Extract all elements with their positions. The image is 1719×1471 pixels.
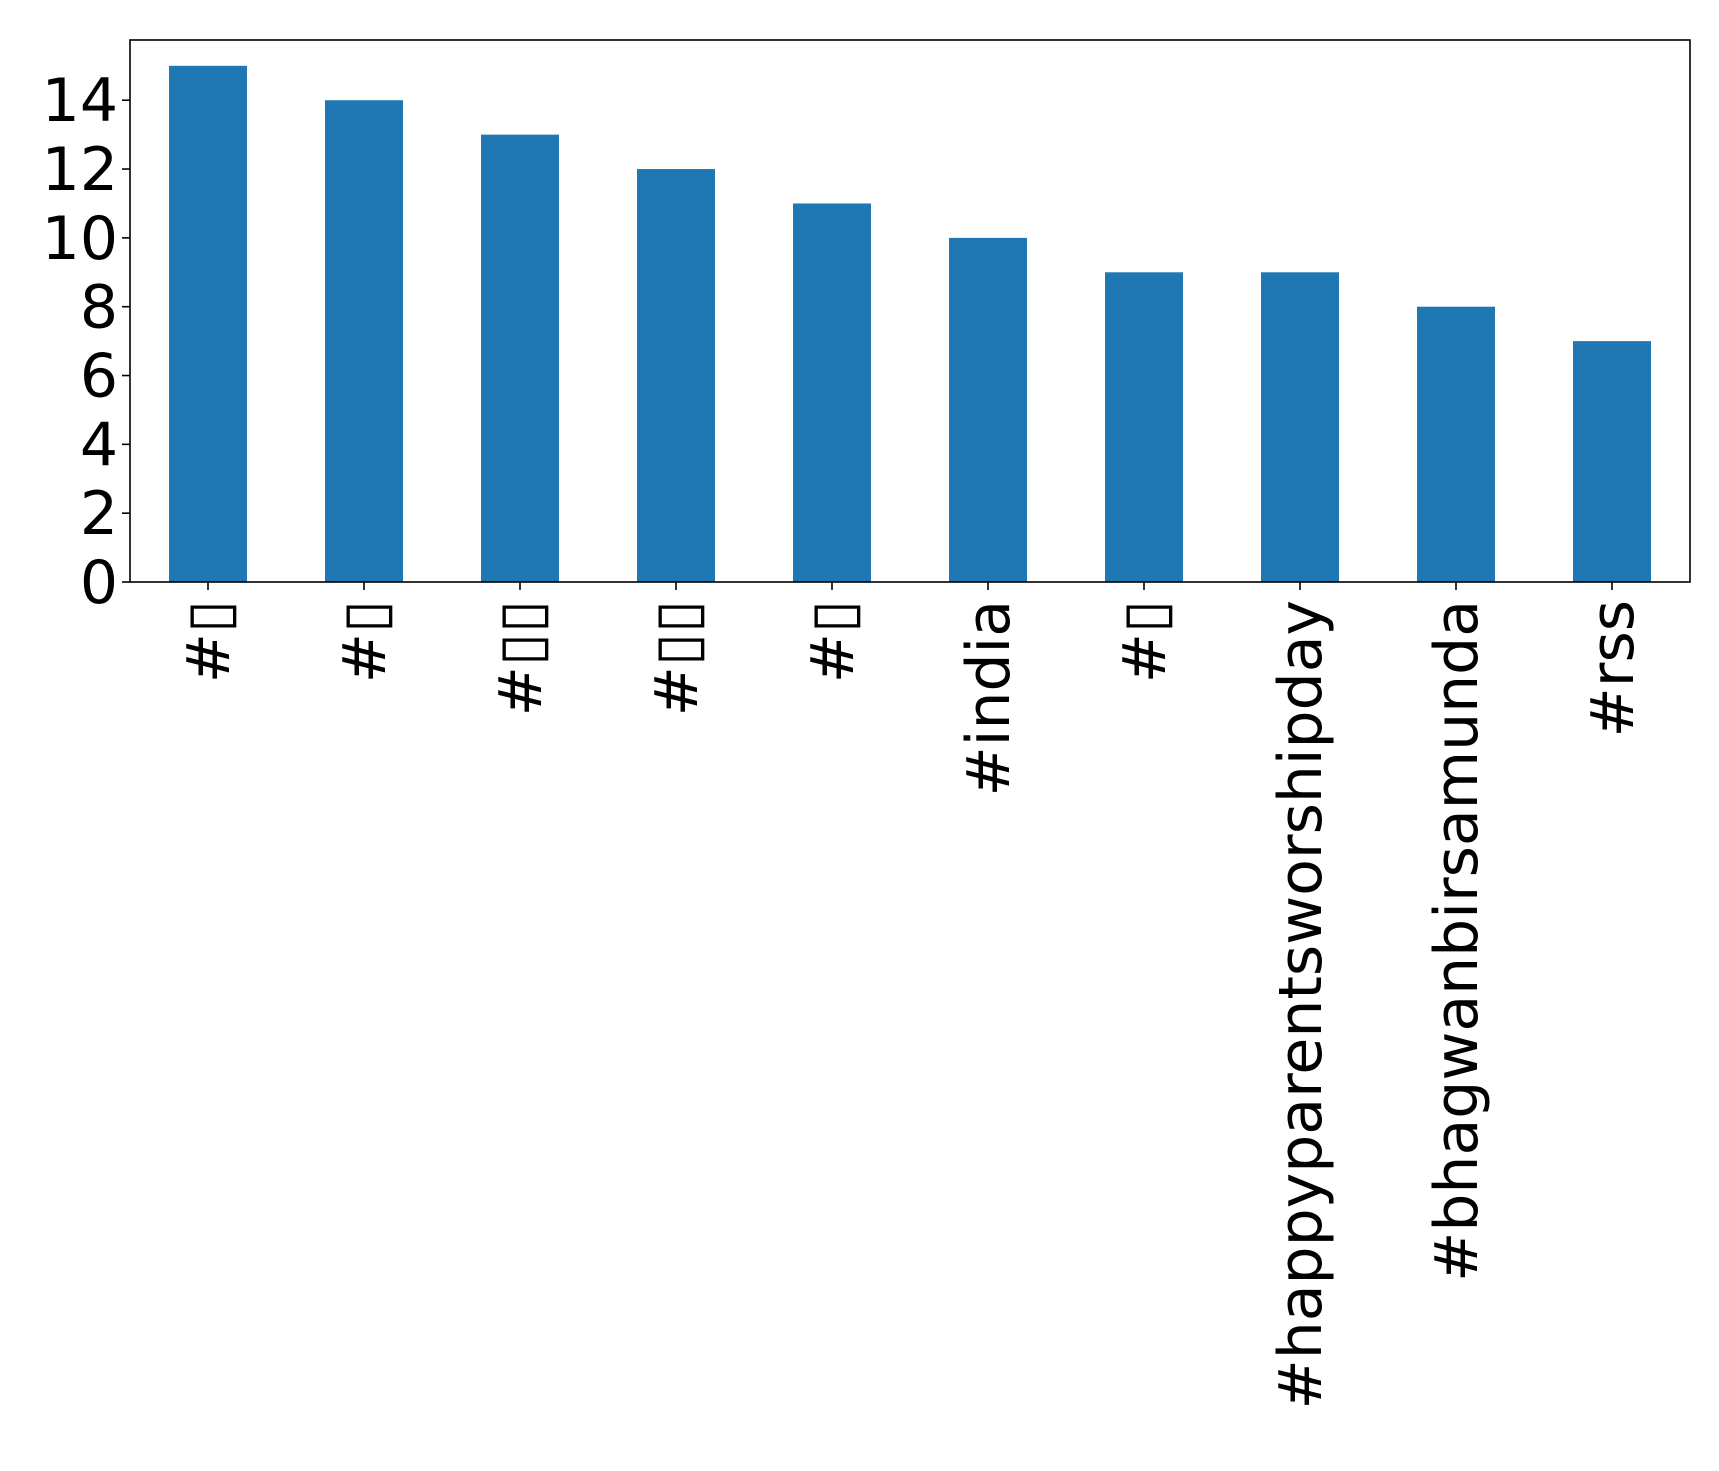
bar	[1573, 341, 1651, 582]
bars-group	[169, 65, 1651, 583]
x-tick-label: #▯▯	[642, 600, 712, 716]
bar	[1417, 306, 1495, 582]
x-tick-label: #happyparentsworshipday	[1266, 600, 1336, 1410]
bar	[949, 237, 1027, 582]
y-tick-label: 8	[80, 273, 118, 343]
x-axis-ticks: #▯ #▯ #▯▯ #▯▯ #▯ #india #▯ #happyparentsworship…	[174, 582, 1648, 1410]
x-tick-label: #rss	[1578, 600, 1648, 737]
bar	[793, 203, 871, 582]
x-tick-label: #▯	[1110, 600, 1180, 683]
x-tick-label: #▯	[330, 600, 400, 683]
x-tick-label: #india	[954, 600, 1024, 797]
plot-frame	[129, 39, 1691, 583]
bar	[481, 134, 559, 582]
x-tick-label: #▯	[798, 600, 868, 683]
y-tick-label: 12	[42, 135, 118, 205]
y-tick-label: 4	[80, 410, 118, 480]
bar	[1105, 272, 1183, 582]
axes-group	[129, 39, 1691, 583]
y-tick-label: 10	[42, 204, 118, 274]
x-tick-label: #bhagwanbirsamunda	[1422, 600, 1492, 1282]
y-tick-label: 14	[42, 66, 118, 136]
y-tick-label: 2	[80, 479, 118, 549]
x-tick-label: #▯▯	[486, 600, 556, 716]
y-tick-label: 6	[80, 342, 118, 412]
bar	[325, 100, 403, 582]
x-tick-label: #▯	[174, 600, 244, 683]
bar	[1261, 272, 1339, 582]
bar	[637, 169, 715, 583]
bar	[169, 65, 247, 583]
y-tick-label: 0	[80, 548, 118, 618]
